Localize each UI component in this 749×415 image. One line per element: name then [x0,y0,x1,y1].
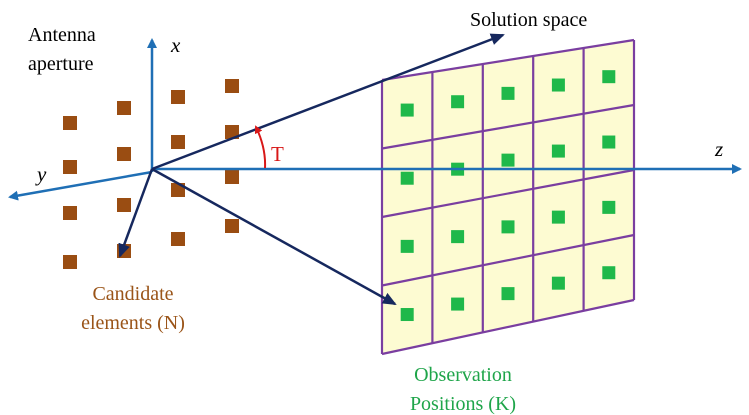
candidate-element-1 [225,79,239,93]
z-axis-label: z [714,137,723,161]
candidate-element-4 [63,116,77,130]
candidate-element-13 [225,219,239,233]
candidate-element-5 [225,125,239,139]
observation-position-1 [400,103,414,117]
observation-position-19 [551,276,565,290]
observation-position-12 [451,230,465,244]
observation-position-16 [400,308,414,322]
observation-position-11 [400,239,414,253]
observation-position-2 [451,95,465,109]
candidate-element-11 [117,198,131,212]
observation-position-9 [551,144,565,158]
ray-solution-space [151,33,505,171]
grid-row-line-0 [381,38,635,82]
ray-observation-position [151,167,397,306]
candidate-element-3 [117,101,131,115]
observation-position-10 [602,135,616,149]
x-axis-label: x [170,33,181,57]
observation-position-13 [501,220,515,234]
candidate-element-8 [63,160,77,174]
candidate-element-16 [63,255,77,269]
observation-position-17 [451,297,465,311]
observation-position-5 [602,70,616,84]
candidate-element-12 [63,206,77,220]
candidate-element-9 [225,170,239,184]
antenna-label-line1: Antenna [28,24,96,46]
grid-row-line-2 [381,168,635,219]
observation-position-4 [551,78,565,92]
candidate-elements-label-line2: elements (N) [81,312,185,334]
observation-position-20 [602,266,616,280]
grid-row-line-1 [381,103,635,150]
observation-position-15 [602,200,616,214]
candidate-element-14 [171,232,185,246]
observation-position-18 [501,287,515,301]
observation-positions-label-line1: Observation [414,364,512,386]
y-axis-label: y [35,162,47,186]
angle-label: T [271,142,284,166]
observation-position-8 [501,153,515,167]
candidate-element-7 [117,147,131,161]
y-axis [8,170,153,201]
antenna-label-line2: aperture [28,53,94,75]
observation-position-6 [400,171,414,185]
solution-space-label: Solution space [470,9,587,31]
candidate-element-2 [171,90,185,104]
angle-arc [254,125,267,169]
grid-row-line-4 [381,298,635,356]
candidate-element-6 [171,135,185,149]
grid-row-line-3 [381,233,635,287]
ray-candidate-element [118,168,154,258]
observation-positions-label-line2: Positions (K) [410,393,516,415]
observation-position-3 [501,86,515,100]
solution-space-panel [382,40,634,354]
candidate-elements-label-line1: Candidate [92,283,173,305]
observation-grid-lines [380,38,636,356]
observation-position-14 [551,210,565,224]
